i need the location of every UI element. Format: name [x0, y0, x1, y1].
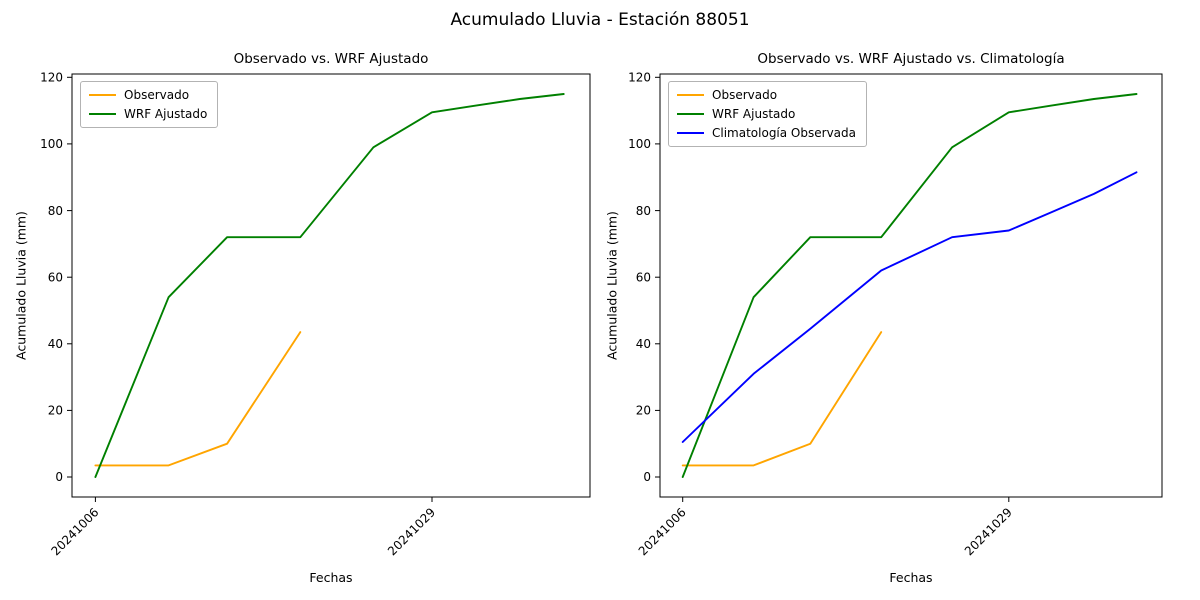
legend-entry: Climatología Observada	[677, 126, 856, 140]
x-tick-label: 20241029	[385, 505, 438, 558]
y-tick-label: 80	[636, 204, 651, 218]
series-line-climatologia-observada	[681, 171, 1138, 443]
y-tick-label: 40	[48, 337, 63, 351]
right-plot-title: Observado vs. WRF Ajustado vs. Climatolo…	[757, 51, 1065, 67]
right-plot-legend: Observado WRF Ajustado Climatología Observ…	[668, 81, 867, 147]
legend-entry: WRF Ajustado	[89, 107, 207, 121]
series-line-wrf-ajustado	[681, 93, 1138, 478]
x-tick-label: 20241029	[962, 505, 1015, 558]
legend-entry: Observado	[89, 88, 207, 102]
y-tick-label: 0	[55, 470, 63, 484]
y-tick-label: 20	[636, 404, 651, 418]
y-tick-label: 100	[628, 137, 651, 151]
legend-label: Climatología Observada	[712, 126, 856, 140]
series-line-wrf-ajustado	[94, 93, 565, 478]
figure-title: Acumulado Lluvia - Estación 88051	[450, 10, 750, 30]
x-tick-label: 20241006	[636, 505, 689, 558]
legend-line-swatch	[677, 94, 704, 96]
left-plot-legend: Observado WRF Ajustado	[80, 81, 219, 128]
legend-entry: WRF Ajustado	[677, 107, 856, 121]
left-plot-xlabel: Fechas	[309, 570, 353, 585]
legend-line-swatch	[677, 132, 704, 134]
series-line-observado	[681, 331, 883, 467]
axes-frame	[71, 73, 591, 498]
y-tick-label: 120	[40, 71, 63, 85]
x-tick-label: 20241006	[48, 505, 101, 558]
legend-label: Observado	[712, 88, 778, 102]
axes-frame	[659, 73, 1163, 498]
legend-entry: Observado	[677, 88, 856, 102]
y-tick-label: 120	[628, 71, 651, 85]
legend-label: WRF Ajustado	[124, 107, 208, 121]
y-tick-label: 0	[643, 470, 651, 484]
y-tick-label: 100	[40, 137, 63, 151]
legend-label: Observado	[124, 88, 190, 102]
legend-label: WRF Ajustado	[712, 107, 796, 121]
legend-line-swatch	[677, 113, 704, 115]
right-plot-xlabel: Fechas	[889, 570, 933, 585]
y-tick-label: 40	[636, 337, 651, 351]
y-tick-label: 80	[48, 204, 63, 218]
legend-line-swatch	[89, 113, 116, 115]
y-tick-label: 20	[48, 404, 63, 418]
left-plot-title: Observado vs. WRF Ajustado	[233, 51, 429, 67]
legend-line-swatch	[89, 94, 116, 96]
y-tick-label: 60	[48, 270, 63, 284]
series-line-observado	[94, 331, 302, 467]
y-tick-label: 60	[636, 270, 651, 284]
